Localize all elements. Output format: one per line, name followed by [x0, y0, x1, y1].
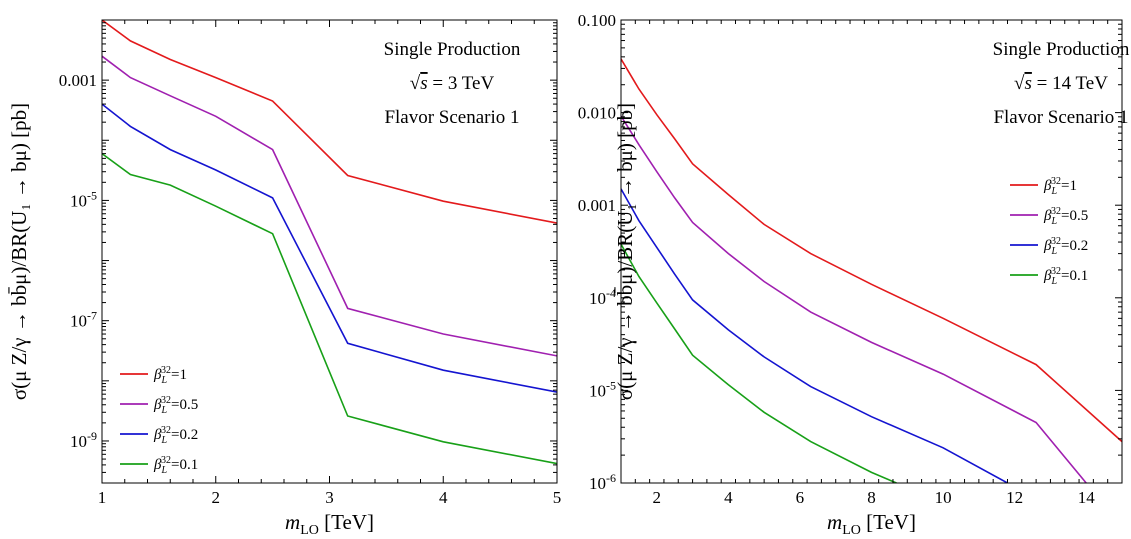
x-tick-label: 2 [653, 488, 662, 507]
chart-panel-1: 1 2 3 4 5 0.001 10-5 10-7 10-9 mLO [TeV] σ(μ Z/γ →… [7, 19, 562, 538]
x-tick-label: 8 [867, 488, 876, 507]
annotation-3: Flavor Scenario 1 [993, 107, 1128, 128]
y-axis-label: σ(μ Z/γ → bb̄μ)/BR(U₁ → bμ) [pb] [613, 103, 637, 400]
y-tick-label: 0.001 [59, 71, 97, 90]
y-tick-label: 10-9 [70, 429, 97, 451]
x-tick-label: 4 [439, 488, 448, 507]
plot-frame [620, 19, 1123, 484]
y-tick-label: 10-6 [589, 471, 616, 493]
x-tick-label: 6 [796, 488, 805, 507]
legend-label-1: βL32=1 [153, 365, 187, 386]
x-axis-label: mLO [TeV] [827, 510, 916, 538]
series-line-4 [102, 152, 557, 465]
legend-label-1: βL32=1 [1043, 176, 1077, 197]
legend-label-3: βL32=0.2 [153, 425, 198, 446]
legend-label-3: βL32=0.2 [1043, 236, 1088, 257]
series-group [621, 58, 1122, 483]
y-tick-label: 10-5 [589, 378, 616, 400]
legend-label-2: βL32=0.5 [153, 395, 198, 416]
x-axis-label: mLO [TeV] [285, 510, 374, 538]
x-tick-label: 10 [935, 488, 952, 507]
x-tick-label: 2 [212, 488, 221, 507]
annotation-1: Single Production [384, 39, 521, 60]
y-tick-label: 10-4 [589, 286, 616, 308]
x-tick-label: 1 [98, 488, 107, 507]
series-line-1 [102, 20, 557, 224]
legend: βL32=1 βL32=0.5 βL32=0.2 βL32=0.1 [120, 365, 198, 476]
series-line-3 [102, 103, 557, 393]
y-tick-label: 0.100 [578, 11, 616, 30]
x-tick-label: 5 [553, 488, 562, 507]
x-tick-label: 12 [1006, 488, 1023, 507]
series-line-2 [621, 115, 1087, 483]
legend: βL32=1 βL32=0.5 βL32=0.2 βL32=0.1 [1010, 176, 1088, 287]
series-line-4 [621, 243, 897, 483]
x-tick-label: 14 [1078, 488, 1096, 507]
y-tick-label: 0.010 [578, 104, 616, 123]
y-axis-label: σ(μ Z/γ → bb̄μ)/BR(U₁ → bμ) [pb] [7, 103, 31, 400]
chart-panel-2: 2 4 6 8 10 12 14 0.100 0.010 0.001 10-4 10-5 10-6 mLO… [578, 11, 1130, 538]
y-tick-label: 0.001 [578, 196, 616, 215]
series-group [102, 20, 557, 465]
x-tick-label: 3 [325, 488, 334, 507]
y-tick-label: 10-7 [70, 309, 97, 331]
series-line-3 [621, 188, 1008, 483]
series-line-2 [102, 55, 557, 357]
legend-label-4: βL32=0.1 [153, 455, 198, 476]
annotation-1: Single Production [993, 39, 1130, 60]
annotation-2: √s = 3 TeV [410, 73, 495, 94]
annotation-2: √s = 14 TeV [1014, 73, 1108, 94]
x-tick-label: 4 [724, 488, 733, 507]
series-line-1 [621, 58, 1122, 443]
legend-label-4: βL32=0.1 [1043, 266, 1088, 287]
annotation-3: Flavor Scenario 1 [384, 107, 519, 128]
y-tick-label: 10-5 [70, 188, 97, 210]
legend-label-2: βL32=0.5 [1043, 206, 1088, 227]
